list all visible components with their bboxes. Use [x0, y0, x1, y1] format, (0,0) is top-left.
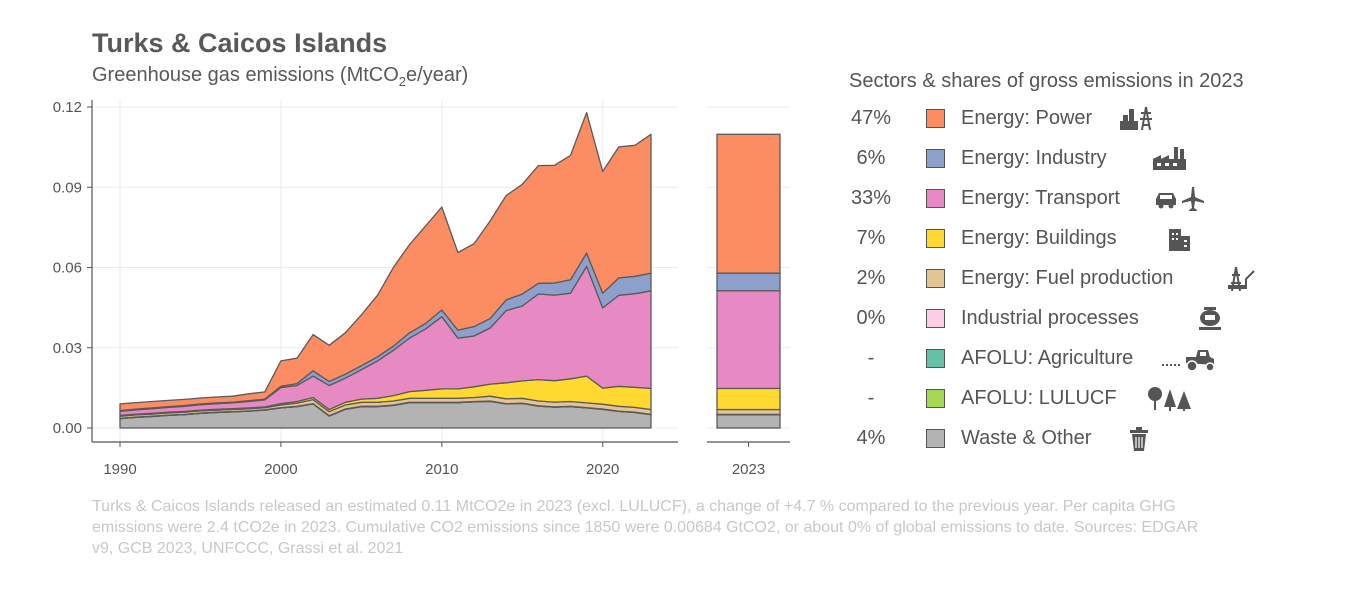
legend-item-fuel-production: 2% Energy: Fuel production — [840, 266, 1320, 292]
legend-item-waste: 4% Waste & Other — [840, 426, 1320, 452]
legend-swatch — [926, 309, 945, 328]
chart-axes: 0.00 0.03 0.06 0.09 0.12 1990 2000 2010 2020 2023 — [53, 99, 790, 478]
legend-label: AFOLU: Agriculture — [961, 347, 1134, 369]
legend-item-transport: 33% Energy: Transport — [840, 186, 1320, 212]
legend-share: 47% — [850, 107, 892, 129]
x-tick-label: 2000 — [264, 461, 297, 478]
y-tick-label: 0.09 — [53, 179, 82, 196]
legend-label: Energy: Fuel production — [961, 267, 1174, 289]
legend-share: 33% — [850, 187, 892, 209]
tractor-icon — [1162, 350, 1215, 372]
oil-rig-icon — [1228, 266, 1255, 292]
legend-share: - — [867, 387, 875, 409]
emissions-chart: 0.00 0.03 0.06 0.09 0.12 1990 2000 2010 2020 2023 — [53, 99, 790, 478]
legend-swatch — [926, 149, 945, 168]
x-tick-label: 2020 — [586, 461, 619, 478]
building-icon — [1169, 229, 1190, 251]
legend-label: Energy: Power — [961, 107, 1093, 129]
legend-share: 7% — [856, 227, 886, 249]
area-energy-power — [119, 111, 652, 412]
stacked-area-series — [119, 111, 652, 429]
legend-swatch — [926, 189, 945, 208]
legend-label: Energy: Industry — [961, 147, 1107, 169]
bar-segment-energy-transport — [716, 290, 781, 390]
legend-swatch — [926, 109, 945, 128]
bar-segment-energy-fuel-production — [716, 408, 781, 416]
power-plant-icon — [1120, 106, 1152, 131]
y-tick-label: 0.12 — [53, 99, 82, 116]
y-tick-label: 0.00 — [53, 420, 82, 437]
legend-label: Waste & Other — [961, 427, 1092, 449]
legend-share: - — [867, 347, 875, 369]
y-tick-label: 0.03 — [53, 340, 82, 357]
bar-segment-energy-power — [716, 133, 781, 274]
legend-label: AFOLU: LULUCF — [961, 387, 1117, 409]
legend-label: Energy: Buildings — [961, 227, 1117, 249]
footnote: Turks & Caicos Islands released an estim… — [92, 498, 1199, 557]
legend-item-power: 47% Energy: Power — [840, 106, 1320, 132]
legend-share: 2% — [856, 267, 886, 289]
x-tick-label: 2010 — [425, 461, 458, 478]
cement-mixer-icon — [1199, 307, 1221, 330]
legend-label: Industrial processes — [961, 307, 1139, 329]
legend-share: 4% — [856, 427, 886, 449]
legend-share: 0% — [856, 307, 886, 329]
legend-label: Energy: Transport — [961, 187, 1120, 209]
car-plane-icon — [1156, 187, 1204, 211]
x-tick-label: 1990 — [103, 461, 136, 478]
chart-subtitle: Greenhouse gas emissions (MtCO2e/year) — [92, 64, 469, 89]
bar-segment-energy-industry — [716, 272, 781, 292]
y-tick-label: 0.06 — [53, 260, 82, 277]
stacked-bar-2023 — [716, 133, 781, 429]
bar-category-label: 2023 — [732, 461, 765, 478]
legend-swatch — [926, 389, 945, 408]
legend-share: 6% — [856, 147, 886, 169]
chart-title: Turks & Caicos Islands — [92, 28, 388, 58]
legend-title: Sectors & shares of gross emissions in 2… — [849, 70, 1244, 92]
trees-icon — [1148, 387, 1191, 411]
legend-swatch — [926, 349, 945, 368]
bar-segment-waste-other — [716, 413, 781, 429]
legend-item-agriculture: - AFOLU: Agriculture — [840, 346, 1320, 372]
legend-item-lulucf: - AFOLU: LULUCF — [840, 386, 1320, 412]
factory-icon — [1153, 147, 1186, 170]
bar-segment-energy-buildings — [716, 387, 781, 411]
legend-swatch — [926, 229, 945, 248]
legend-swatch — [926, 269, 945, 288]
legend-item-industrial-processes: 0% Industrial processes — [840, 306, 1320, 332]
trash-icon — [1130, 427, 1148, 451]
legend-swatch — [926, 429, 945, 448]
legend-item-industry: 6% Energy: Industry — [840, 146, 1320, 172]
legend-item-buildings: 7% Energy: Buildings — [840, 226, 1320, 252]
